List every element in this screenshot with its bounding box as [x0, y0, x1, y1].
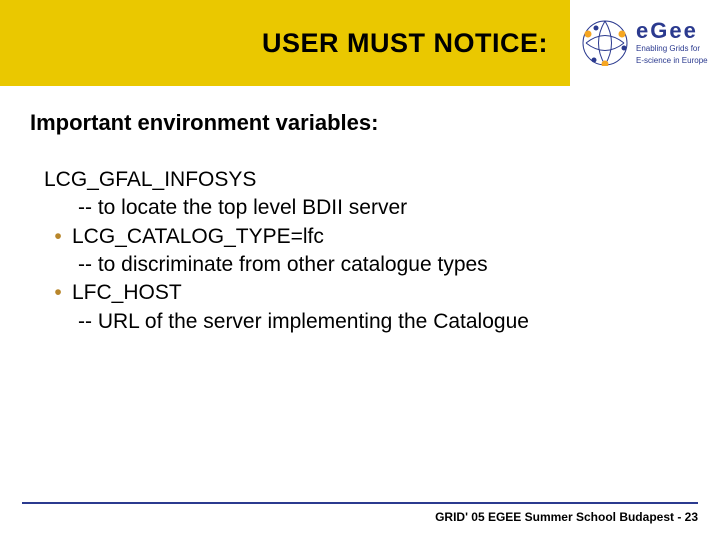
bullet-3-text: LFC_HOST — [72, 279, 690, 307]
logo-tagline-1: Enabling Grids for — [636, 45, 708, 54]
logo-tagline-2: E-science in Europe — [636, 57, 708, 66]
title-block: USER MUST NOTICE: — [0, 0, 570, 86]
line-var1-desc: -- to locate the top level BDII server — [30, 194, 690, 222]
bullet-2-text: LCG_CATALOG_TYPE=lfc — [72, 223, 690, 251]
bullet-icon: • — [44, 223, 72, 251]
logo-name: eGee — [636, 20, 708, 42]
slide-title: USER MUST NOTICE: — [262, 28, 548, 59]
header: USER MUST NOTICE: eGee Enabling Grids fo… — [0, 0, 720, 86]
line-var1: LCG_GFAL_INFOSYS — [30, 166, 690, 194]
bullet-3-desc: -- URL of the server implementing the Ca… — [30, 308, 690, 336]
bullet-item-3: • LFC_HOST — [30, 279, 690, 307]
footer-text: GRID' 05 EGEE Summer School Budapest - 2… — [22, 510, 698, 524]
bullet-2-desc: -- to discriminate from other catalogue … — [30, 251, 690, 279]
logo-text: eGee Enabling Grids for E-science in Eur… — [636, 20, 708, 66]
bullet-item-2: • LCG_CATALOG_TYPE=lfc — [30, 223, 690, 251]
subtitle: Important environment variables: — [30, 110, 690, 136]
body-text: LCG_GFAL_INFOSYS -- to locate the top le… — [30, 166, 690, 336]
egee-logo-icon — [582, 20, 628, 66]
logo-block: eGee Enabling Grids for E-science in Eur… — [570, 0, 720, 86]
footer: GRID' 05 EGEE Summer School Budapest - 2… — [22, 502, 698, 524]
content: Important environment variables: LCG_GFA… — [0, 86, 720, 336]
bullet-icon: • — [44, 279, 72, 307]
footer-rule — [22, 502, 698, 504]
